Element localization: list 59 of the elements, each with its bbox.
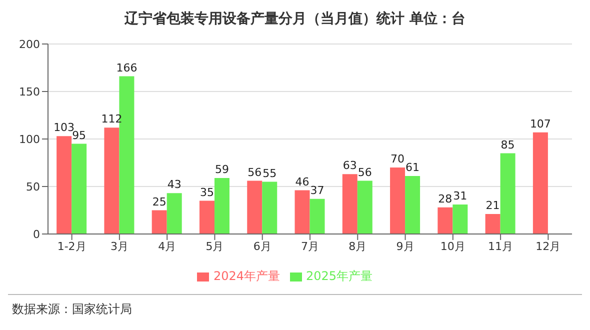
x-tick-label: 10月: [440, 240, 466, 253]
data-label: 55: [262, 166, 277, 180]
x-tick-label: 8月: [348, 240, 367, 253]
x-tick-label: 6月: [253, 240, 272, 253]
data-label: 28: [438, 192, 452, 206]
y-tick-label: 0: [33, 228, 40, 241]
bar: [72, 144, 87, 234]
data-label: 56: [248, 166, 262, 179]
data-label: 63: [342, 159, 357, 172]
data-label: 35: [200, 186, 214, 199]
bar: [452, 204, 468, 234]
bar: [214, 178, 230, 234]
bar: [104, 128, 120, 234]
data-label: 46: [295, 175, 310, 188]
bar: [262, 182, 278, 234]
data-label: 25: [152, 195, 166, 208]
data-label: 56: [358, 166, 372, 179]
bar: [310, 198, 325, 234]
y-tick-label: 100: [19, 132, 40, 146]
data-label: 107: [530, 117, 551, 130]
x-tick-label: 11月: [488, 240, 514, 253]
bar: [532, 132, 548, 234]
legend-label: 2025年产量: [306, 269, 373, 283]
bar: [166, 193, 182, 234]
source-note: 数据来源：国家统计局: [12, 301, 133, 318]
legend-label: 2024年产量: [213, 269, 280, 283]
data-label: 21: [486, 199, 500, 212]
bar: [405, 176, 420, 234]
bar: [247, 180, 262, 234]
data-label: 166: [116, 61, 138, 74]
bar: [390, 168, 406, 234]
x-tick-label: 1-2月: [57, 240, 86, 253]
bar: [199, 200, 214, 234]
x-tick-label: 12月: [536, 240, 561, 253]
data-label: 59: [214, 162, 229, 176]
data-label: 37: [310, 184, 324, 197]
x-tick-label: 4月: [158, 240, 176, 253]
bar: [342, 174, 358, 234]
bar: [56, 136, 72, 234]
y-tick-label: 150: [19, 85, 40, 98]
bar: [485, 214, 500, 234]
y-tick-label: 50: [26, 180, 40, 194]
x-tick-label: 3月: [110, 240, 128, 253]
data-label: 61: [406, 161, 420, 174]
bar: [152, 210, 167, 234]
x-tick-label: 9月: [396, 240, 414, 253]
x-tick-label: 5月: [206, 240, 224, 253]
data-label: 85: [500, 138, 515, 152]
data-label: 31: [453, 190, 468, 203]
chart-title: 辽宁省包装专用设备产量分月（当月值）统计 单位：台: [124, 10, 466, 29]
data-label: 70: [390, 152, 405, 166]
bar: [438, 207, 453, 234]
data-label: 43: [167, 178, 182, 192]
data-label: 95: [72, 128, 86, 142]
bar: [500, 153, 516, 234]
y-tick-label: 200: [19, 38, 40, 51]
bar: [357, 180, 372, 234]
x-tick-label: 7月: [301, 240, 319, 253]
bar: [294, 190, 310, 234]
